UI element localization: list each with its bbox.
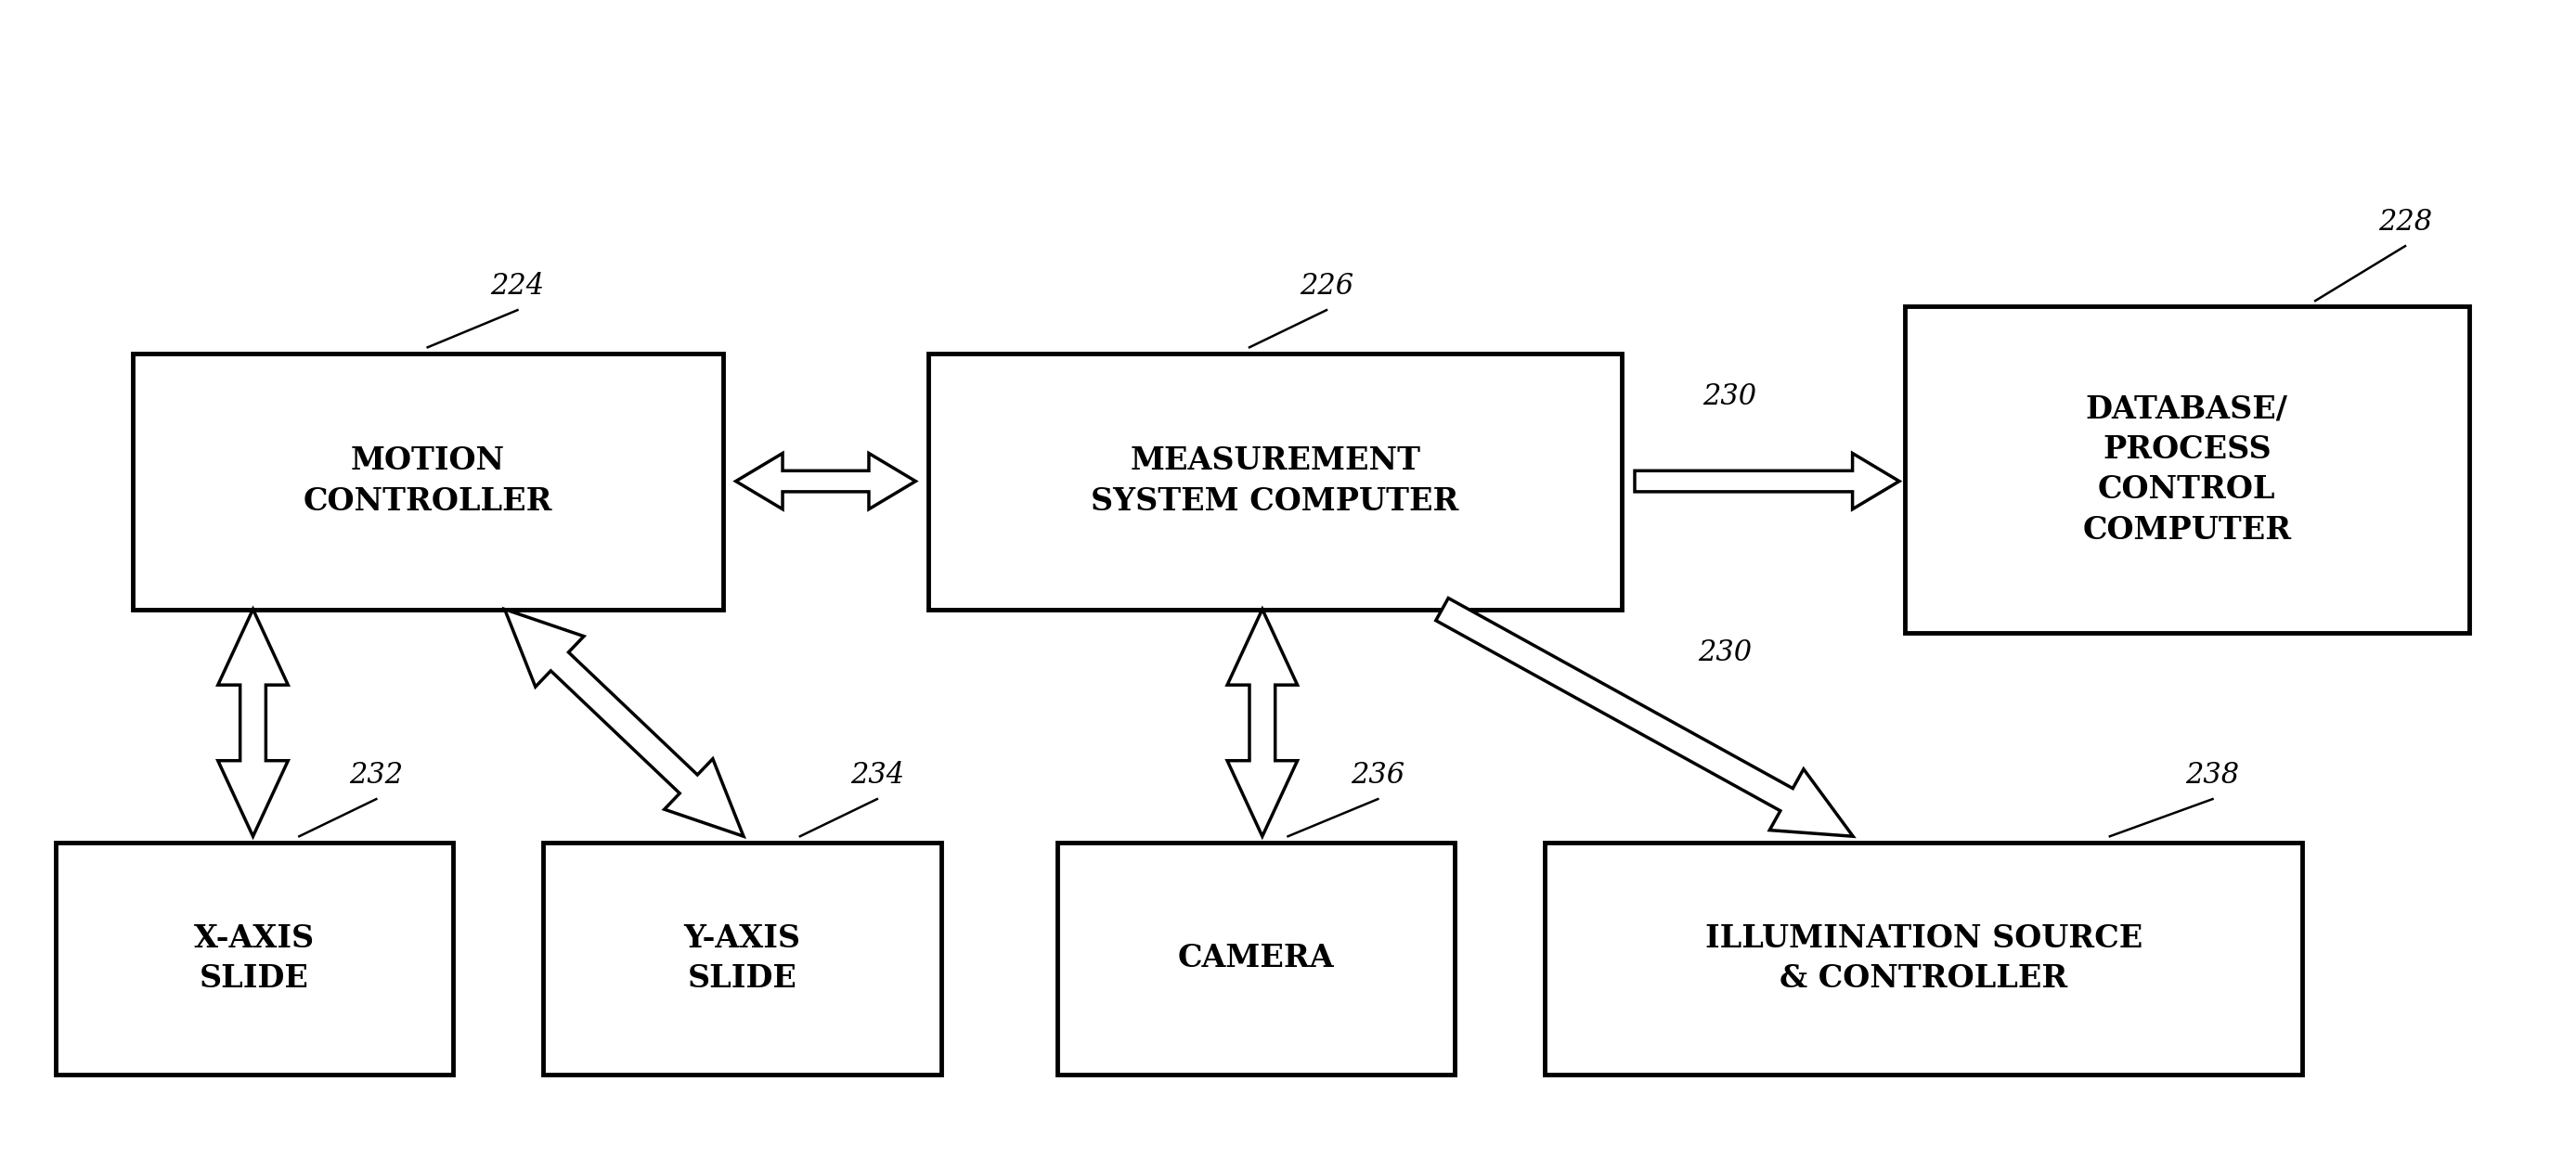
Polygon shape — [505, 609, 744, 837]
Text: 238: 238 — [2184, 761, 2239, 790]
Polygon shape — [1226, 609, 1298, 837]
FancyBboxPatch shape — [131, 353, 724, 609]
Polygon shape — [219, 609, 289, 837]
Text: 230: 230 — [1698, 639, 1752, 668]
FancyBboxPatch shape — [54, 843, 453, 1075]
Text: 236: 236 — [1350, 761, 1404, 790]
FancyBboxPatch shape — [544, 843, 940, 1075]
Text: MEASUREMENT
SYSTEM COMPUTER: MEASUREMENT SYSTEM COMPUTER — [1092, 445, 1458, 517]
Text: 226: 226 — [1298, 272, 1352, 301]
Text: DATABASE/
PROCESS
CONTROL
COMPUTER: DATABASE/ PROCESS CONTROL COMPUTER — [2081, 394, 2293, 545]
Polygon shape — [1636, 454, 1899, 509]
Text: ILLUMINATION SOURCE
& CONTROLLER: ILLUMINATION SOURCE & CONTROLLER — [1705, 924, 2143, 994]
FancyBboxPatch shape — [1546, 843, 2303, 1075]
Text: CAMERA: CAMERA — [1177, 943, 1334, 974]
Text: 232: 232 — [350, 761, 404, 790]
Text: X-AXIS
SLIDE: X-AXIS SLIDE — [193, 924, 314, 994]
Text: 234: 234 — [850, 761, 904, 790]
Polygon shape — [1435, 598, 1852, 837]
FancyBboxPatch shape — [1056, 843, 1455, 1075]
FancyBboxPatch shape — [1904, 307, 2470, 633]
Text: MOTION
CONTROLLER: MOTION CONTROLLER — [304, 445, 551, 517]
Text: 224: 224 — [489, 272, 544, 301]
Text: 230: 230 — [1703, 382, 1757, 411]
Polygon shape — [737, 454, 914, 509]
Text: 228: 228 — [2378, 207, 2432, 237]
Text: Y-AXIS
SLIDE: Y-AXIS SLIDE — [683, 924, 801, 994]
FancyBboxPatch shape — [927, 353, 1623, 609]
